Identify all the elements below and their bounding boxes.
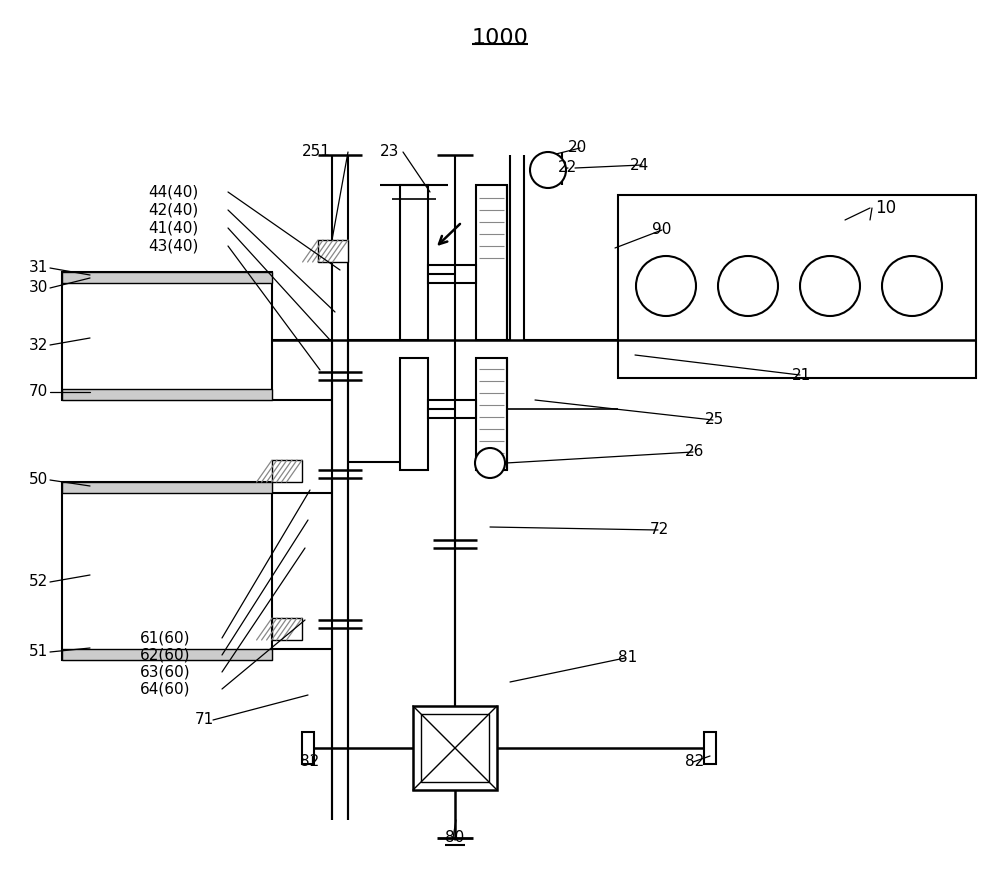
Text: 81: 81 xyxy=(618,651,637,666)
Text: 43(40): 43(40) xyxy=(148,238,198,253)
Bar xyxy=(428,265,476,283)
Text: 82: 82 xyxy=(300,754,319,769)
Text: 1000: 1000 xyxy=(472,28,528,48)
Bar xyxy=(421,714,489,782)
Bar xyxy=(428,400,476,418)
Text: 42(40): 42(40) xyxy=(148,202,198,217)
Bar xyxy=(62,482,272,493)
Text: 32: 32 xyxy=(29,337,48,352)
Bar xyxy=(476,358,507,470)
Bar xyxy=(272,460,302,482)
Bar xyxy=(62,272,272,400)
Text: 61(60): 61(60) xyxy=(140,631,190,646)
Text: 30: 30 xyxy=(29,280,48,295)
Text: 52: 52 xyxy=(29,575,48,590)
Circle shape xyxy=(636,256,696,316)
Text: 62(60): 62(60) xyxy=(140,647,190,662)
Bar xyxy=(62,482,272,660)
Bar xyxy=(618,195,976,378)
Bar xyxy=(62,272,272,283)
Text: 71: 71 xyxy=(195,712,214,727)
Bar xyxy=(302,732,314,764)
Text: 64(60): 64(60) xyxy=(140,682,190,696)
Text: 82: 82 xyxy=(685,754,704,769)
Circle shape xyxy=(718,256,778,316)
Text: 72: 72 xyxy=(650,522,669,538)
Text: 41(40): 41(40) xyxy=(148,221,198,236)
Circle shape xyxy=(475,448,505,478)
Text: 251: 251 xyxy=(302,145,331,159)
Bar xyxy=(400,185,428,340)
Text: 20: 20 xyxy=(568,140,587,156)
Bar xyxy=(476,185,507,340)
Text: 10: 10 xyxy=(875,199,896,217)
Text: 22: 22 xyxy=(558,160,577,175)
Text: 23: 23 xyxy=(380,145,399,159)
Text: 26: 26 xyxy=(685,444,704,460)
Bar xyxy=(704,732,716,764)
Text: 44(40): 44(40) xyxy=(148,185,198,200)
Circle shape xyxy=(882,256,942,316)
Circle shape xyxy=(530,152,566,188)
Circle shape xyxy=(800,256,860,316)
Text: 25: 25 xyxy=(705,413,724,427)
Text: 51: 51 xyxy=(29,645,48,660)
Text: 63(60): 63(60) xyxy=(140,665,191,680)
Bar xyxy=(62,389,272,400)
Text: 80: 80 xyxy=(445,830,464,845)
Bar xyxy=(272,618,302,640)
Text: 50: 50 xyxy=(29,472,48,488)
Bar xyxy=(413,706,497,790)
Text: 31: 31 xyxy=(29,260,48,275)
Text: 24: 24 xyxy=(630,158,649,173)
Text: 70: 70 xyxy=(29,385,48,399)
Bar xyxy=(318,240,348,262)
Bar xyxy=(400,358,428,470)
Text: 21: 21 xyxy=(792,368,811,383)
Text: 90: 90 xyxy=(652,223,671,237)
Bar xyxy=(62,649,272,660)
